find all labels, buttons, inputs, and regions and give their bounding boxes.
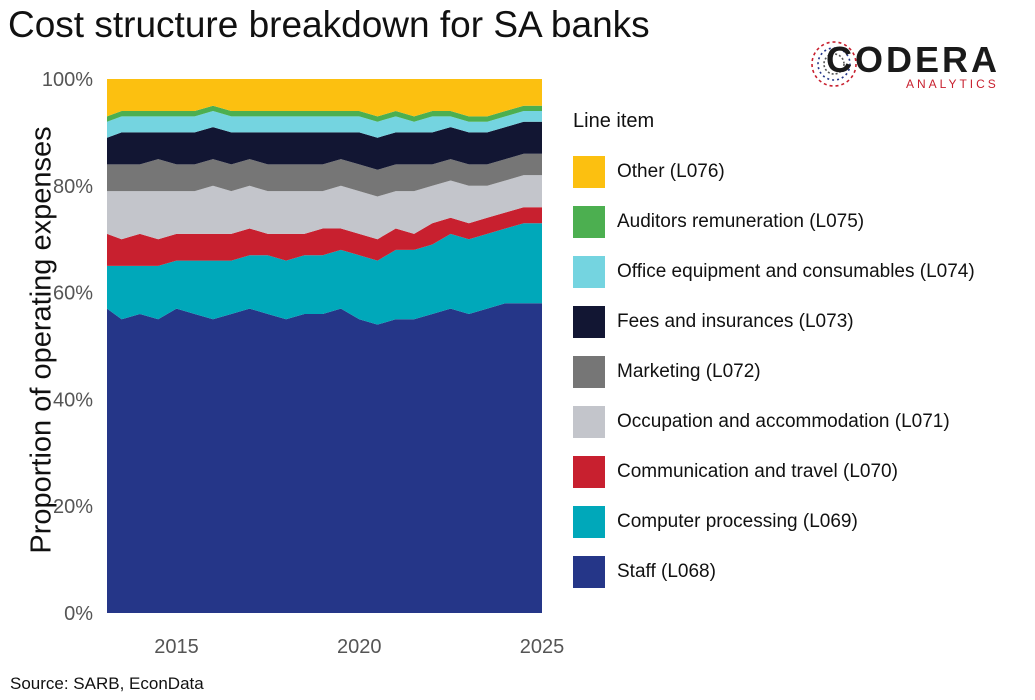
legend-item: Auditors remuneration (L075) <box>573 197 975 247</box>
x-axis-ticks: 2015 2020 2025 <box>154 636 564 658</box>
y-tick-label: 100% <box>42 69 93 91</box>
legend-items: Other (L076) Auditors remuneration (L075)… <box>573 147 975 597</box>
area-other-l076 <box>107 79 542 117</box>
legend-swatch <box>573 156 605 188</box>
legend-swatch <box>573 506 605 538</box>
legend-label: Marketing (L072) <box>617 361 761 382</box>
chart-title: Cost structure breakdown for SA banks <box>8 4 650 45</box>
legend-item: Marketing (L072) <box>573 347 975 397</box>
area-staff-l068 <box>107 303 542 613</box>
legend-title: Line item <box>573 110 655 132</box>
y-tick-label: 80% <box>53 176 93 198</box>
y-tick-label: 40% <box>53 389 93 411</box>
area-occupation-and-accommodation-l071 <box>107 175 542 240</box>
logo-subtitle: ANALYTICS <box>906 77 999 91</box>
x-tick-label: 2015 <box>154 636 199 658</box>
legend-item: Staff (L068) <box>573 547 975 597</box>
legend-label: Computer processing (L069) <box>617 511 858 532</box>
y-tick-label: 60% <box>53 283 93 305</box>
legend-label: Staff (L068) <box>617 561 716 582</box>
legend-item: Computer processing (L069) <box>573 497 975 547</box>
area-communication-and-travel-l070 <box>107 207 542 266</box>
y-tick-label: 20% <box>53 496 93 518</box>
legend-label: Other (L076) <box>617 161 725 182</box>
logo-swirl-icon <box>811 41 857 87</box>
legend-swatch <box>573 406 605 438</box>
area-auditors-remuneration-l075 <box>107 105 542 122</box>
legend-item: Communication and travel (L070) <box>573 447 975 497</box>
legend-label: Auditors remuneration (L075) <box>617 211 865 232</box>
chart-areas <box>107 79 542 613</box>
legend-label: Office equipment and consumables (L074) <box>617 261 975 282</box>
legend-label: Fees and insurances (L073) <box>617 311 854 332</box>
legend-item: Fees and insurances (L073) <box>573 297 975 347</box>
source-note: Source: SARB, EconData <box>10 674 204 693</box>
legend-swatch <box>573 356 605 388</box>
x-tick-label: 2025 <box>520 636 565 658</box>
legend-swatch <box>573 206 605 238</box>
legend-swatch <box>573 456 605 488</box>
legend-label: Communication and travel (L070) <box>617 461 898 482</box>
codera-logo: CODERA ANALYTICS <box>811 39 1000 91</box>
legend: Line item Other (L076) Auditors remunerat… <box>573 110 975 597</box>
area-office-equipment-and-consumables-l074 <box>107 111 542 138</box>
area-computer-processing-l069 <box>107 223 542 325</box>
legend-item: Other (L076) <box>573 147 975 197</box>
legend-item: Office equipment and consumables (L074) <box>573 247 975 297</box>
logo-wordmark: CODERA <box>826 39 1000 80</box>
y-tick-label: 0% <box>64 603 93 625</box>
area-fees-and-insurances-l073 <box>107 121 542 170</box>
legend-label: Occupation and accommodation (L071) <box>617 411 950 432</box>
area-marketing-l072 <box>107 153 542 197</box>
x-tick-label: 2020 <box>337 636 382 658</box>
legend-swatch <box>573 556 605 588</box>
legend-item: Occupation and accommodation (L071) <box>573 397 975 447</box>
legend-swatch <box>573 306 605 338</box>
legend-swatch <box>573 256 605 288</box>
y-axis-ticks: 0% 20% 40% 60% 80% 100% <box>42 69 93 625</box>
